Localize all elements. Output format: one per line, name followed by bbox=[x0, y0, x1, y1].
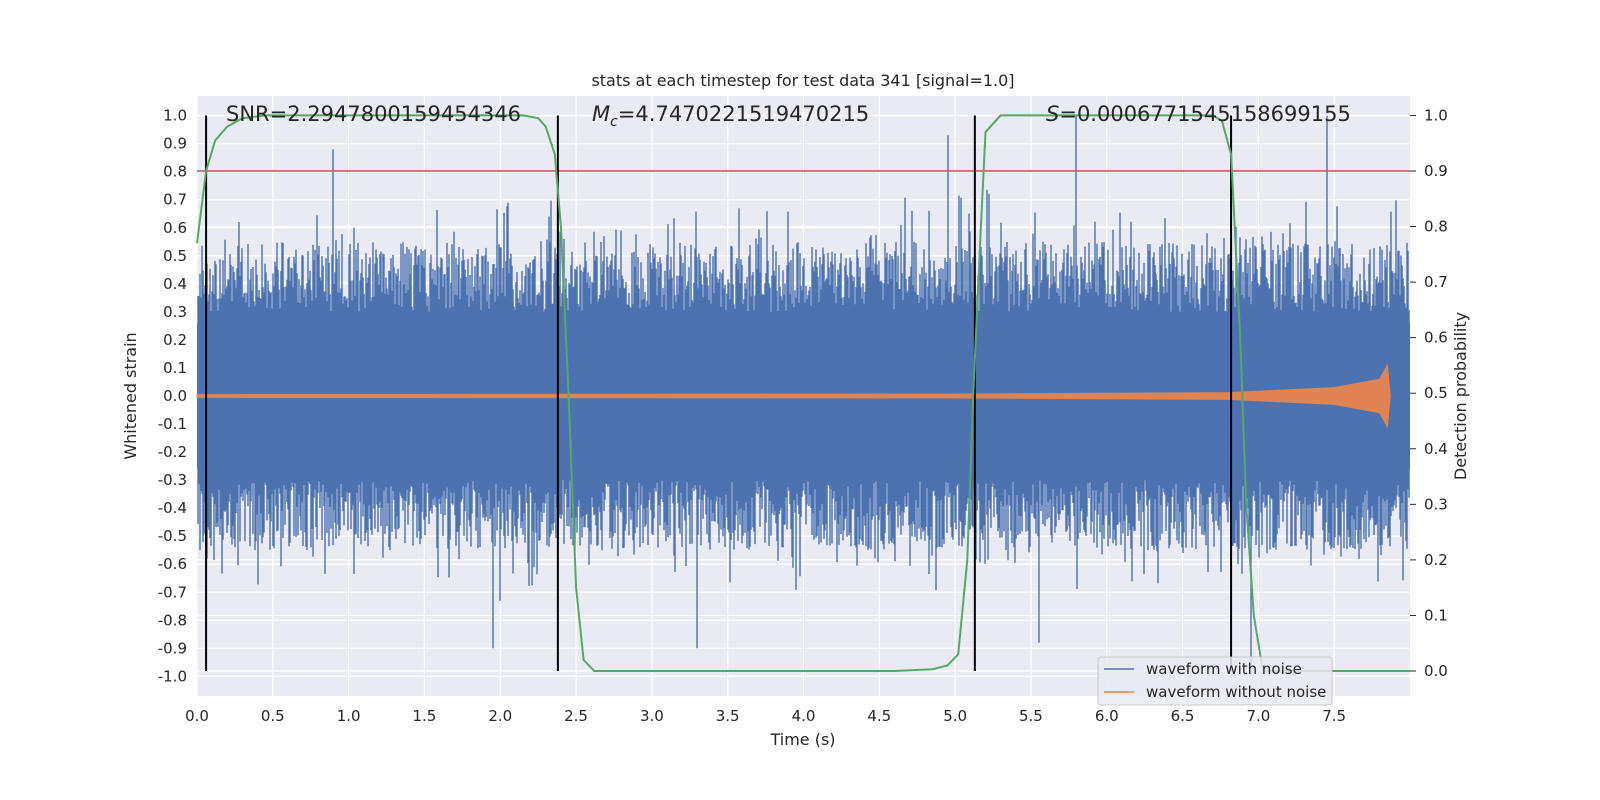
x-tick-label: 0.5 bbox=[261, 707, 285, 725]
x-tick-label: 3.0 bbox=[640, 707, 664, 725]
y-tick-label-left: -0.7 bbox=[158, 583, 187, 601]
x-tick-label: 1.5 bbox=[413, 707, 437, 725]
x-tick-label: 1.0 bbox=[337, 707, 361, 725]
legend-label-clean: waveform without noise bbox=[1146, 683, 1326, 701]
series-detection-probability bbox=[196, 114, 1410, 672]
snr-annotation: SNR=2.2947800159454346 bbox=[226, 102, 521, 126]
y-tick-label-left: -0.8 bbox=[158, 611, 187, 629]
y-tick-label-left: 0.7 bbox=[163, 191, 187, 209]
vertical-markers bbox=[205, 115, 1233, 671]
y-tick-label-right: 0.1 bbox=[1424, 606, 1448, 624]
chart-title: stats at each timestep for test data 341… bbox=[591, 71, 1014, 90]
x-tick-label: 5.5 bbox=[1019, 707, 1043, 725]
s-symbol: S bbox=[1046, 102, 1059, 126]
x-axis-ticks: 0.0 0.5 1.0 1.5 2.0 2.5 3.0 3.5 4.0 4.5 5.0 5.5 6.0 6… bbox=[185, 707, 1346, 725]
x-tick-label: 4.5 bbox=[867, 707, 891, 725]
clean-waveform-envelope bbox=[196, 363, 1391, 429]
series-waveform-without-noise bbox=[196, 363, 1391, 429]
x-tick-label: 7.5 bbox=[1322, 707, 1346, 725]
y-axis-left-label: Whitened strain bbox=[121, 332, 140, 459]
s-annotation: S=0.0006771545158699155 bbox=[1046, 102, 1351, 126]
mc-value: =4.7470221519470215 bbox=[618, 102, 869, 126]
x-tick-label: 6.5 bbox=[1171, 707, 1195, 725]
legend: waveform with noise waveform without noi… bbox=[1097, 656, 1333, 706]
y-tick-label-left: -0.4 bbox=[158, 499, 187, 517]
y-tick-label-left: 1.0 bbox=[163, 107, 187, 125]
y-tick-label-left: -0.9 bbox=[158, 639, 187, 657]
mc-annotation: Mc=4.7470221519470215 bbox=[592, 102, 869, 130]
x-tick-label: 5.0 bbox=[943, 707, 967, 725]
y-tick-label-right: 0.3 bbox=[1424, 495, 1448, 513]
y-tick-label-right: 0.0 bbox=[1424, 662, 1448, 680]
x-tick-label: 0.0 bbox=[185, 707, 209, 725]
y-tick-label-left: -1.0 bbox=[158, 667, 187, 685]
y-tick-label-left: 0.9 bbox=[163, 135, 187, 153]
y-tick-label-left: -0.2 bbox=[158, 443, 187, 461]
x-tick-label: 2.0 bbox=[488, 707, 512, 725]
y-axis-left-ticks: 1.0 0.9 0.8 0.7 0.6 0.5 0.4 0.3 0.2 0.1 0.0 -0.1 -0.… bbox=[158, 107, 187, 686]
x-tick-label: 6.0 bbox=[1095, 707, 1119, 725]
y-tick-label-left: 0.2 bbox=[163, 331, 187, 349]
y-tick-label-left: -0.6 bbox=[158, 555, 187, 573]
mc-subscript: c bbox=[610, 114, 618, 130]
y-tick-label-right: 0.9 bbox=[1424, 162, 1448, 180]
y-tick-label-right: 1.0 bbox=[1424, 106, 1448, 124]
y-tick-label-left: 0.5 bbox=[163, 247, 187, 265]
y-tick-label-left: -0.3 bbox=[158, 471, 187, 489]
legend-box bbox=[1097, 656, 1333, 706]
detection-probability-line bbox=[196, 114, 1410, 672]
y-tick-label-right: 0.8 bbox=[1424, 218, 1448, 236]
x-tick-label: 4.0 bbox=[792, 707, 816, 725]
y-tick-label-left: 0.1 bbox=[163, 359, 187, 377]
y-tick-label-left: 0.8 bbox=[163, 163, 187, 181]
y-tick-label-right: 0.6 bbox=[1424, 329, 1448, 347]
y-tick-label-left: -0.5 bbox=[158, 527, 187, 545]
x-tick-label: 2.5 bbox=[564, 707, 588, 725]
x-axis-label: Time (s) bbox=[769, 730, 835, 749]
y-tick-label-left: 0.6 bbox=[163, 219, 187, 237]
y-tick-label-left: -0.1 bbox=[158, 415, 187, 433]
y-tick-label-left: 0.0 bbox=[163, 387, 187, 405]
mc-symbol: M bbox=[592, 102, 610, 126]
y-axis-right-ticks: 1.0 0.9 0.8 0.7 0.6 0.5 0.4 0.3 0.2 0.1 0.0 bbox=[1410, 106, 1448, 680]
y-tick-label-right: 0.2 bbox=[1424, 551, 1448, 569]
x-tick-label: 7.0 bbox=[1246, 707, 1270, 725]
legend-label-noisy: waveform with noise bbox=[1146, 660, 1302, 678]
y-tick-label-right: 0.7 bbox=[1424, 273, 1448, 291]
y-tick-label-left: 0.4 bbox=[163, 275, 187, 293]
y-axis-right-label: Detection probability bbox=[1451, 312, 1470, 480]
y-tick-label-right: 0.5 bbox=[1424, 384, 1448, 402]
s-value: =0.0006771545158699155 bbox=[1059, 102, 1351, 126]
y-tick-label-right: 0.4 bbox=[1424, 440, 1448, 458]
y-tick-label-left: 0.3 bbox=[163, 303, 187, 321]
x-tick-label: 3.5 bbox=[716, 707, 740, 725]
